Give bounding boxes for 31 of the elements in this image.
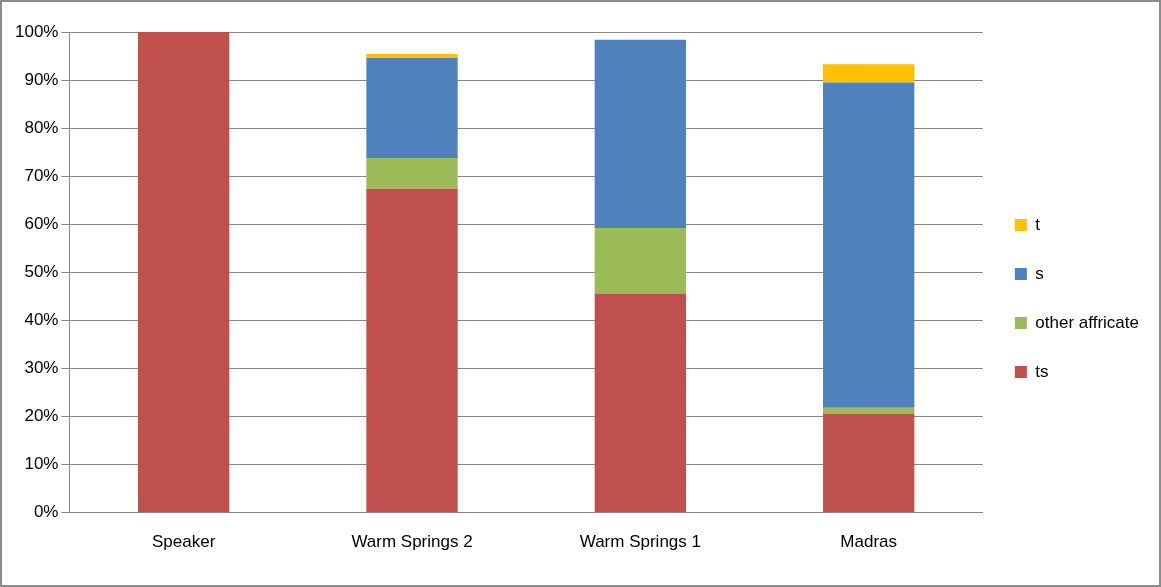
bar [594, 228, 687, 294]
legend-label: t [1035, 214, 1041, 234]
bar [823, 82, 915, 408]
bar [823, 407, 915, 415]
legend-label: s [1035, 263, 1044, 283]
y-tick-label: 20% [24, 406, 59, 426]
y-tick-label: 0% [33, 502, 59, 522]
bar [366, 57, 458, 158]
bar [594, 39, 687, 229]
x-tick-label: Warm Springs 2 [351, 532, 473, 552]
x-tick-label: Warm Springs 1 [579, 532, 701, 552]
y-tick-label: 40% [24, 310, 59, 330]
bar [137, 32, 230, 513]
bar [594, 293, 687, 513]
bar [366, 157, 458, 189]
bar [823, 64, 915, 83]
bar [366, 188, 458, 513]
x-tick-label: Madras [840, 532, 898, 552]
y-tick-label: 50% [24, 261, 59, 281]
y-tick-label: 70% [24, 165, 59, 185]
bar [366, 54, 458, 58]
x-tick-label: Speaker [151, 532, 216, 552]
y-tick-label: 100% [15, 21, 59, 41]
legend-label: other affricate [1035, 312, 1140, 332]
y-tick-label: 80% [24, 117, 59, 137]
bar [823, 414, 915, 513]
y-tick-label: 30% [24, 358, 59, 378]
y-tick-label: 60% [24, 213, 59, 233]
y-tick-label: 90% [24, 69, 59, 89]
legend-label: ts [1035, 361, 1049, 381]
y-tick-label: 10% [24, 454, 59, 474]
